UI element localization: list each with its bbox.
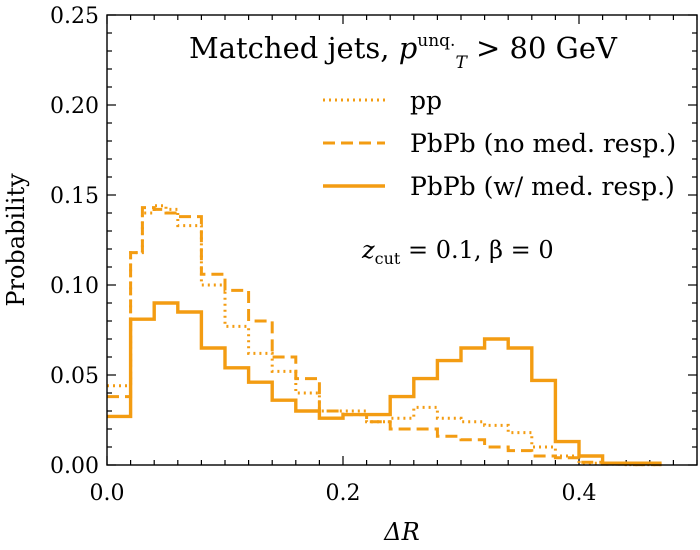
- annotation-rest: = 0.1, β = 0: [400, 236, 553, 264]
- series-line-0: [107, 204, 662, 467]
- annotation-var: z: [361, 236, 375, 264]
- series-line-2: [107, 301, 662, 465]
- y-tick-label: 0.20: [50, 94, 99, 119]
- title-var: p: [399, 31, 418, 65]
- y-tick-label: 0.15: [50, 184, 99, 209]
- plot-frame: [106, 14, 698, 466]
- x-tick-label: 0.4: [562, 481, 597, 506]
- annotation-sub: cut: [375, 249, 401, 268]
- legend: pp PbPb (no med. resp.) PbPb (w/ med. re…: [323, 86, 676, 201]
- title-prefix: Matched jets,: [189, 31, 399, 65]
- chart-title: Matched jets, punq.T > 80 GeV: [189, 31, 618, 73]
- y-axis-title: Probability: [2, 173, 30, 307]
- x-tick-label: 0.2: [326, 481, 361, 506]
- y-tick-label: 0.10: [50, 274, 99, 299]
- zcut-annotation: zcut = 0.1, β = 0: [361, 236, 554, 268]
- series-line-1: [107, 206, 662, 467]
- series-layer: [107, 204, 662, 467]
- title-sub: T: [455, 53, 468, 73]
- legend-label-pp: pp: [410, 86, 442, 115]
- legend-label-pbpb-no-med: PbPb (no med. resp.): [410, 129, 676, 158]
- x-tick-label: 0.0: [90, 481, 125, 506]
- y-tick-label: 0.05: [50, 364, 99, 389]
- legend-label-pbpb-med: PbPb (w/ med. resp.): [410, 172, 675, 201]
- y-tick-label: 0.25: [50, 4, 99, 29]
- y-tick-label: 0.00: [50, 454, 99, 479]
- axis-ticks: 0.0 0.2 0.4 0.00 0.05 0.10 0.15 0.20 0.25: [50, 4, 698, 506]
- title-sup: unq.: [417, 31, 455, 51]
- x-axis-title: ΔR: [383, 518, 419, 546]
- title-suffix: > 80 GeV: [467, 31, 618, 65]
